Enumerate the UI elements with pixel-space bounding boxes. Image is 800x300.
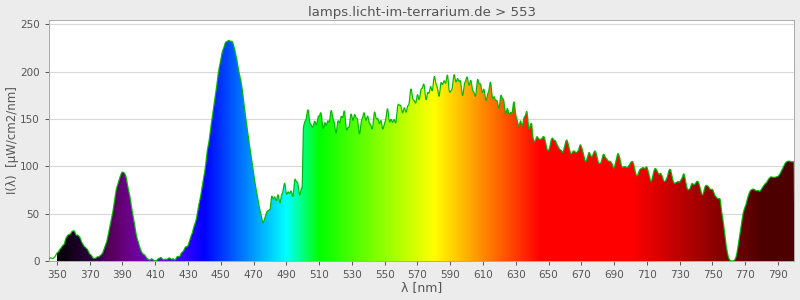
Title: lamps.licht-im-terrarium.de > 553: lamps.licht-im-terrarium.de > 553	[307, 6, 535, 19]
X-axis label: λ [nm]: λ [nm]	[401, 281, 442, 294]
Y-axis label: I(λ)  [μW/cm2/nm]: I(λ) [μW/cm2/nm]	[6, 86, 18, 194]
